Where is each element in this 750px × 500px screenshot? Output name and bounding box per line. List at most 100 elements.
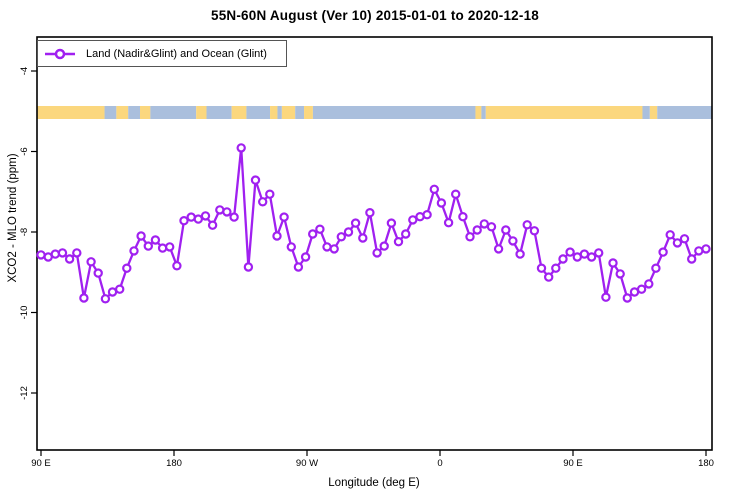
y-tick-label: -10: [19, 306, 30, 320]
map-strip-ocean: [312, 106, 476, 119]
data-point: [72, 248, 82, 258]
data-point: [429, 184, 439, 194]
data-point: [401, 229, 411, 239]
x-tick-label: 180: [698, 458, 714, 469]
data-point: [79, 293, 89, 303]
data-point: [601, 292, 611, 302]
data-point: [122, 263, 132, 273]
data-point: [658, 247, 668, 257]
map-strip-land: [231, 106, 247, 119]
x-tick-label: 180: [166, 458, 182, 469]
map-strip-ocean: [657, 106, 712, 119]
data-point: [236, 143, 246, 153]
data-point: [322, 242, 332, 252]
data-point: [86, 257, 96, 267]
data-point: [329, 244, 339, 254]
data-point: [229, 212, 239, 222]
data-point: [565, 247, 575, 257]
data-point: [386, 218, 397, 228]
data-point: [608, 258, 618, 268]
data-point: [687, 254, 697, 264]
chart-title: 55N-60N August (Ver 10) 2015-01-01 to 20…: [210, 8, 539, 23]
map-strip-land: [304, 106, 313, 119]
data-point: [143, 241, 153, 251]
data-point: [665, 230, 675, 240]
data-point: [250, 175, 261, 185]
data-point: [594, 248, 604, 258]
data-point: [343, 227, 354, 237]
data-point: [200, 211, 211, 221]
map-strip-ocean: [481, 106, 486, 119]
map-strip-land: [270, 106, 278, 119]
map-strip-land: [475, 106, 482, 119]
data-point: [293, 262, 304, 272]
map-strip-ocean: [128, 106, 141, 119]
data-point: [529, 226, 540, 236]
data-point: [272, 231, 282, 241]
data-point: [694, 246, 704, 256]
data-point: [372, 248, 382, 258]
map-strip-ocean: [642, 106, 650, 119]
plot-border: [36, 36, 713, 451]
data-point: [279, 212, 289, 222]
x-tick-label: 90 W: [296, 458, 318, 469]
data-point: [100, 294, 111, 304]
y-tick-label: -4: [19, 67, 30, 75]
data-point: [622, 293, 633, 303]
y-tick-label: -12: [19, 386, 30, 400]
x-tick-label: 90 E: [563, 458, 583, 469]
data-point: [465, 232, 475, 242]
data-point: [701, 244, 711, 254]
y-tick-label: -8: [19, 228, 30, 236]
data-point: [157, 243, 168, 253]
data-point: [551, 263, 561, 273]
data-point: [265, 189, 275, 199]
data-point: [179, 215, 189, 226]
map-strip-ocean: [206, 106, 232, 119]
legend-circle-marker-icon: [54, 48, 66, 59]
data-point: [136, 231, 146, 241]
data-point: [644, 279, 654, 289]
data-point: [422, 209, 432, 220]
map-strip-ocean: [277, 106, 282, 119]
data-point: [129, 246, 139, 256]
x-tick-label: 90 E: [31, 458, 51, 469]
legend-label: Land (Nadir&Glint) and Ocean (Glint): [86, 47, 267, 60]
legend-line-marker-icon: [45, 48, 75, 59]
data-point: [522, 220, 532, 230]
data-point: [300, 252, 311, 262]
x-axis-label: Longitude (deg E): [328, 477, 420, 489]
data-point: [651, 263, 661, 273]
data-point: [286, 242, 296, 252]
data-point: [57, 248, 68, 258]
data-point: [586, 252, 597, 262]
data-point: [508, 236, 518, 246]
y-tick-label: -6: [19, 147, 30, 155]
data-point: [558, 254, 568, 264]
map-strip-land: [37, 106, 105, 119]
map-strip-ocean: [295, 106, 305, 119]
data-point: [93, 268, 103, 278]
map-strip-land: [140, 106, 151, 119]
data-point: [358, 233, 368, 243]
data-point: [493, 244, 504, 254]
legend: Land (Nadir&Glint) and Ocean (Glint): [37, 40, 287, 67]
data-point: [64, 254, 75, 264]
map-strip-ocean: [150, 106, 197, 119]
data-point: [615, 269, 625, 279]
series-line: [39, 146, 708, 300]
data-point: [315, 224, 325, 234]
data-point: [50, 249, 61, 259]
data-point: [393, 236, 404, 247]
map-strip-ocean: [104, 106, 117, 119]
data-point: [515, 249, 525, 259]
data-point: [379, 241, 389, 251]
map-strip-land: [116, 106, 129, 119]
data-point: [164, 242, 175, 252]
data-point: [243, 262, 254, 272]
data-point: [150, 235, 161, 245]
data-point: [408, 215, 418, 225]
data-point: [193, 214, 203, 224]
